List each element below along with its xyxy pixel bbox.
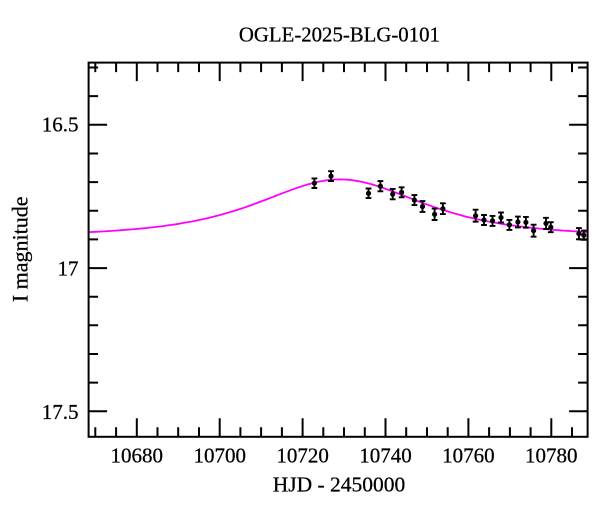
svg-text:I magnitude: I magnitude <box>7 196 32 302</box>
svg-text:HJD - 2450000: HJD - 2450000 <box>273 473 406 497</box>
svg-text:10680: 10680 <box>111 444 164 468</box>
svg-text:17.5: 17.5 <box>42 400 79 424</box>
svg-text:OGLE-2025-BLG-0101: OGLE-2025-BLG-0101 <box>239 23 440 46</box>
svg-text:16.5: 16.5 <box>42 113 79 137</box>
svg-text:10700: 10700 <box>193 444 246 468</box>
svg-text:17: 17 <box>58 256 79 280</box>
svg-text:10720: 10720 <box>276 444 329 468</box>
svg-text:10780: 10780 <box>525 444 578 468</box>
svg-text:10740: 10740 <box>359 444 412 468</box>
svg-text:10760: 10760 <box>442 444 495 468</box>
